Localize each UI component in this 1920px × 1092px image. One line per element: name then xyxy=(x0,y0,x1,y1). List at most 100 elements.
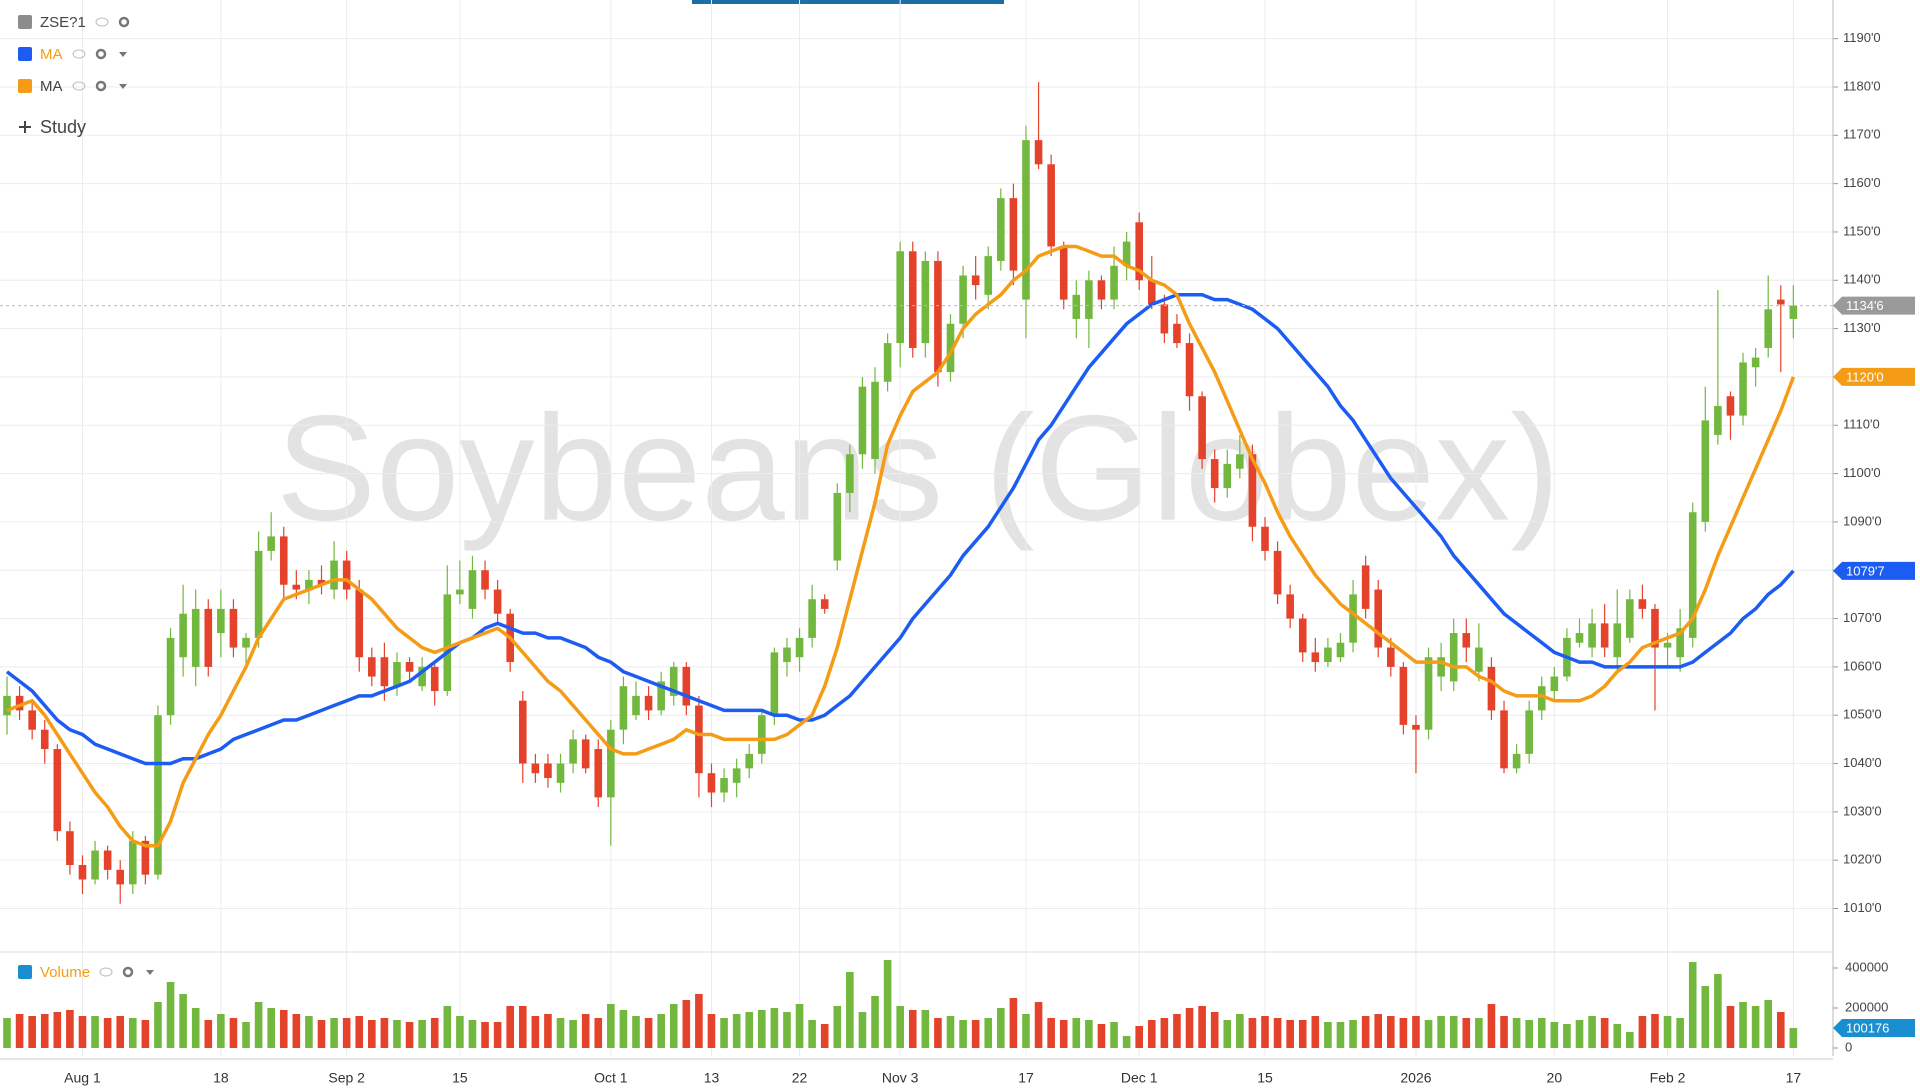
candle-body xyxy=(783,647,791,663)
volume-bar xyxy=(783,1012,791,1048)
volume-bar xyxy=(1663,1016,1672,1048)
volume-bar xyxy=(1575,1020,1584,1048)
candle-body xyxy=(908,251,917,348)
legend-ma[interactable]: MA xyxy=(18,43,131,65)
x-tick-label: 13 xyxy=(704,1070,720,1086)
volume-bar xyxy=(28,1016,36,1048)
candle-body xyxy=(166,637,175,716)
volume-bar xyxy=(959,1020,967,1048)
candle-body xyxy=(1676,628,1684,658)
candle-body xyxy=(342,560,351,590)
candle-body xyxy=(820,599,829,609)
volume-bar xyxy=(946,1016,955,1048)
volume-bar xyxy=(204,1020,213,1048)
candle-body xyxy=(1638,599,1647,609)
candle-body xyxy=(959,275,967,324)
candle-body xyxy=(657,681,665,711)
volume-bar xyxy=(1336,1022,1345,1048)
candle-body xyxy=(191,608,200,667)
candle-body xyxy=(1085,280,1093,319)
candle-body xyxy=(292,584,301,590)
legend-swatch xyxy=(18,47,32,61)
volume-bar xyxy=(279,1010,288,1048)
candle-body xyxy=(91,850,99,880)
add-study-button[interactable]: Study xyxy=(18,116,86,138)
volume-bar xyxy=(1185,1008,1194,1048)
volume-bar xyxy=(330,1018,338,1048)
candle-body xyxy=(1009,198,1018,271)
legend-volume[interactable]: Volume xyxy=(18,961,158,983)
volume-bar xyxy=(217,1014,225,1048)
volume-bar xyxy=(1739,1002,1747,1048)
moving-average-line xyxy=(5,293,1795,766)
volume-bar xyxy=(191,1008,200,1048)
volume-bar xyxy=(342,1018,351,1048)
x-tick-label: Nov 3 xyxy=(882,1070,919,1086)
legend-ma[interactable]: MA xyxy=(18,75,131,97)
candle-body xyxy=(103,850,112,870)
y-tick-label: 400000 xyxy=(1845,959,1888,974)
volume-bar xyxy=(908,1010,917,1048)
legend-symbol[interactable]: ZSE?1 xyxy=(18,11,134,33)
legend-swatch xyxy=(18,15,32,29)
candle-body xyxy=(279,536,288,585)
candle-body xyxy=(3,695,11,716)
candle-body xyxy=(1688,512,1697,638)
volume-bar xyxy=(267,1008,275,1048)
volume-bar xyxy=(1537,1018,1546,1048)
volume-bar xyxy=(1273,1018,1282,1048)
candle-body xyxy=(707,773,716,793)
volume-bar xyxy=(468,1020,477,1048)
volume-bar xyxy=(883,960,892,1048)
candle-body xyxy=(481,570,489,590)
volume-bar xyxy=(1437,1016,1445,1048)
candle-body xyxy=(1437,657,1445,677)
candle-body xyxy=(644,695,653,711)
volume-bar xyxy=(833,1006,842,1048)
y-tick-label: 1050'0 xyxy=(1843,707,1882,722)
volume-bar xyxy=(1487,1004,1496,1048)
volume-bar xyxy=(619,1010,628,1048)
y-tick-label: 1070'0 xyxy=(1843,610,1882,625)
volume-bar xyxy=(1789,1027,1798,1048)
candle-body xyxy=(946,323,955,373)
legend-icons xyxy=(95,16,130,28)
volume-bar xyxy=(581,1014,590,1048)
volume-bar xyxy=(292,1014,301,1048)
volume-bar xyxy=(632,1016,640,1048)
candle-body xyxy=(116,869,125,885)
volume-bar xyxy=(1034,1002,1043,1048)
candle-body xyxy=(1663,642,1672,648)
price-tag xyxy=(1833,296,1915,315)
volume-bar xyxy=(418,1020,426,1048)
y-tick-label: 1160'0 xyxy=(1843,175,1881,190)
candle-body xyxy=(1626,599,1634,638)
volume-bar xyxy=(1525,1020,1533,1048)
candle-body xyxy=(1512,753,1521,769)
candle-body xyxy=(1475,647,1483,672)
candle-body xyxy=(15,695,24,711)
volume-bar xyxy=(997,1008,1005,1048)
volume-bar xyxy=(1236,1014,1244,1048)
price-tag-label: 100176 xyxy=(1846,1020,1889,1035)
volume-bar xyxy=(1563,1024,1571,1048)
volume-bar xyxy=(846,972,854,1048)
y-tick-label: 1100'0 xyxy=(1843,465,1881,480)
y-tick-label: 1170'0 xyxy=(1843,127,1881,142)
volume-bar xyxy=(720,1018,728,1048)
volume-bar xyxy=(808,1020,816,1048)
volume-bar xyxy=(1022,1014,1030,1048)
y-tick-label: 1130'0 xyxy=(1843,320,1881,335)
volume-bar xyxy=(657,1014,665,1048)
candle-body xyxy=(1122,241,1131,266)
legend-text: ZSE?1 xyxy=(40,13,86,31)
x-tick-label: Sep 2 xyxy=(328,1070,365,1086)
volume-bar xyxy=(1399,1018,1408,1048)
candle-body xyxy=(1311,652,1320,663)
legend-swatch xyxy=(18,79,32,93)
volume-bar xyxy=(669,1004,678,1048)
candle-body xyxy=(695,705,703,774)
volume-bar xyxy=(1349,1020,1357,1048)
volume-bar xyxy=(1500,1016,1508,1048)
